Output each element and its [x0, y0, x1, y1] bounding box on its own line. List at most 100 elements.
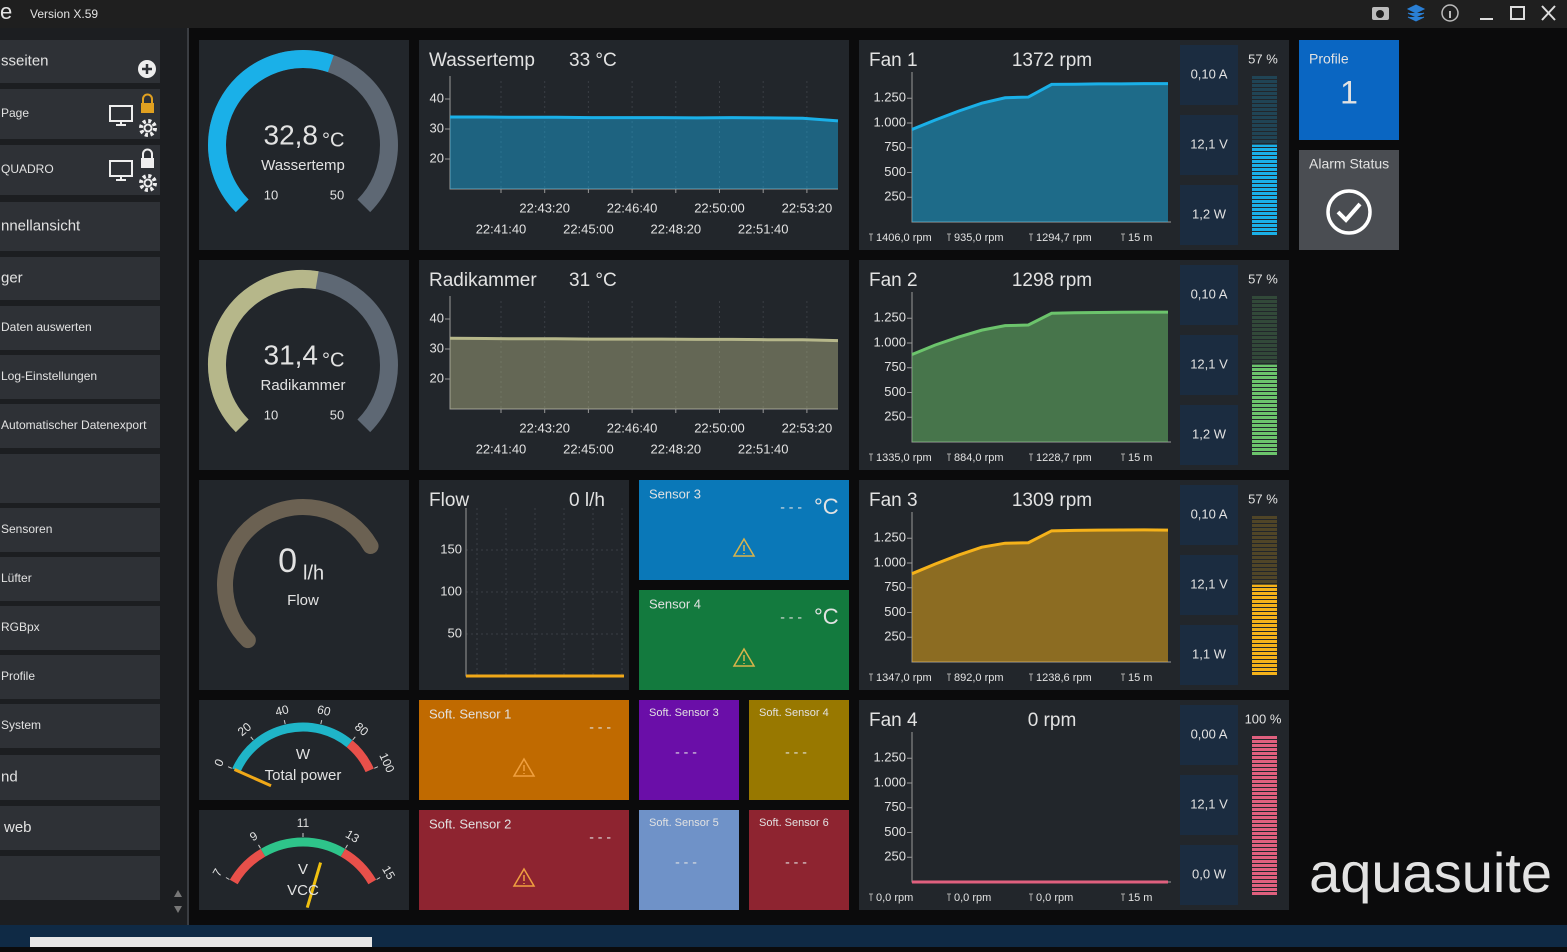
nav-item[interactable] [0, 856, 160, 900]
nav-item[interactable] [0, 89, 160, 139]
stat-icon [1121, 893, 1125, 901]
layers-icon[interactable] [1406, 4, 1426, 22]
y-tick-label: 250 [884, 189, 906, 204]
soft-sensor-reading: - - - [785, 744, 807, 760]
nav-item[interactable] [0, 806, 160, 850]
meter-tick [376, 877, 381, 880]
gauge-fill [208, 270, 319, 433]
nav-item[interactable] [0, 306, 160, 350]
close[interactable] [1541, 5, 1556, 21]
meter-tick-label: 11 [297, 816, 310, 830]
fan-stat: 1294,7 rpm [1036, 232, 1092, 244]
axes [449, 76, 838, 190]
nav-item[interactable] [0, 145, 160, 195]
watermark: aquasuite [1309, 841, 1552, 904]
area [912, 529, 1168, 662]
y-tick-label: 250 [884, 849, 906, 864]
soft-sensor-tile: Soft. Sensor 1 - - - [419, 700, 629, 800]
fan-name: Fan 3 [869, 490, 918, 511]
meter-unit: W [296, 746, 311, 763]
fan-stat: 0,0 rpm [954, 892, 991, 904]
meter-tick [225, 877, 230, 880]
nav-item[interactable] [0, 404, 160, 448]
fan-readout: 1,2 W [1192, 206, 1227, 221]
nav-item[interactable] [0, 606, 160, 650]
nav-item[interactable] [0, 755, 160, 800]
stat-icon [869, 453, 873, 461]
fan-readout: 12,1 V [1190, 356, 1228, 371]
temp-chart-panel-bg [419, 40, 849, 250]
gauge-value: 0 [278, 542, 297, 580]
alarm-icon [1326, 189, 1372, 235]
soft-sensor-reading: - - - [785, 854, 807, 870]
fan-rpm: 1309 rpm [1012, 490, 1092, 511]
y-tick-label: 20 [430, 370, 444, 385]
fan-readout-box [1180, 775, 1238, 835]
temp-chart-panel-bg [419, 260, 849, 470]
meter-tick [258, 844, 261, 849]
soft-sensor-tile-bg [749, 700, 849, 800]
meter-tick [250, 736, 254, 741]
x-tick-label: 22:53:20 [782, 200, 833, 215]
nav-item[interactable] [0, 202, 160, 251]
alarm-label: Alarm Status [1309, 156, 1389, 172]
nav-item[interactable] [0, 257, 160, 300]
y-tick-label: 500 [884, 824, 906, 839]
gauge-value: 31,4 [264, 339, 319, 370]
chart-title: Flow [429, 490, 469, 511]
meter-arc [229, 848, 266, 885]
stat-icon [947, 673, 951, 681]
area [450, 338, 838, 409]
nav-item[interactable] [0, 508, 160, 552]
fan-stat: 1238,6 rpm [1036, 672, 1092, 684]
meter-unit: V [298, 861, 308, 878]
gauge-min: 10 [264, 407, 278, 422]
nav-item[interactable] [0, 454, 160, 503]
meter-arc [232, 722, 353, 773]
soft-sensor-tile: Soft. Sensor 5 - - - [639, 810, 739, 910]
info-icon[interactable] [1441, 4, 1459, 22]
profile-label: Profile [1309, 51, 1349, 67]
x-tick-label: 22:45:00 [563, 441, 614, 456]
stat-icon [947, 893, 951, 901]
nav-label: Lüfter [1, 571, 32, 585]
x-tick-label: 22:50:00 [694, 200, 745, 215]
nav-item[interactable] [0, 40, 160, 83]
meter-tick [283, 720, 286, 725]
profile-tile[interactable]: Profile 1 [1299, 40, 1399, 140]
chart-title: Radikammer [429, 270, 537, 291]
fan-meter-fill [1252, 364, 1277, 456]
meter-tick-label: 40 [274, 702, 291, 719]
maximize[interactable] [1510, 6, 1525, 20]
chart-reading: 33 °C [569, 50, 617, 71]
fan-readout: 0,10 A [1191, 286, 1228, 301]
profile-tile-bg [1299, 40, 1399, 140]
fan-readout-box [1180, 115, 1238, 175]
stat-icon [869, 673, 873, 681]
soft-sensor-tile-bg [639, 810, 739, 910]
sensor-name: Sensor 3 [649, 486, 701, 501]
gear-icon [139, 174, 157, 192]
meter-arc [340, 848, 377, 885]
fan-percent: 57 % [1248, 491, 1278, 506]
warning-icon [512, 867, 536, 887]
x-tick-label: 22:48:20 [650, 221, 701, 236]
nav-item[interactable] [0, 655, 160, 699]
line [449, 336, 839, 343]
x-tick-label: 22:45:00 [563, 221, 614, 236]
nav-item[interactable] [0, 557, 160, 601]
fan-readout-box [1180, 185, 1238, 245]
fan-stat: 1228,7 rpm [1036, 452, 1092, 464]
gauge-panel: 0 l/h Flow [199, 480, 409, 690]
y-tick-label: 100 [440, 583, 462, 598]
alarm-check [1336, 202, 1362, 223]
scroll-arrows[interactable] [174, 890, 182, 913]
y-tick-label: 1.000 [873, 554, 906, 569]
y-tick-label: 500 [884, 164, 906, 179]
nav-item[interactable] [0, 704, 160, 748]
nav-item[interactable] [0, 355, 160, 399]
gear-icon [139, 119, 157, 137]
soft-sensor-name: Soft. Sensor 5 [649, 817, 719, 829]
lock-icon [141, 103, 154, 113]
y-tick-label: 30 [430, 120, 444, 135]
